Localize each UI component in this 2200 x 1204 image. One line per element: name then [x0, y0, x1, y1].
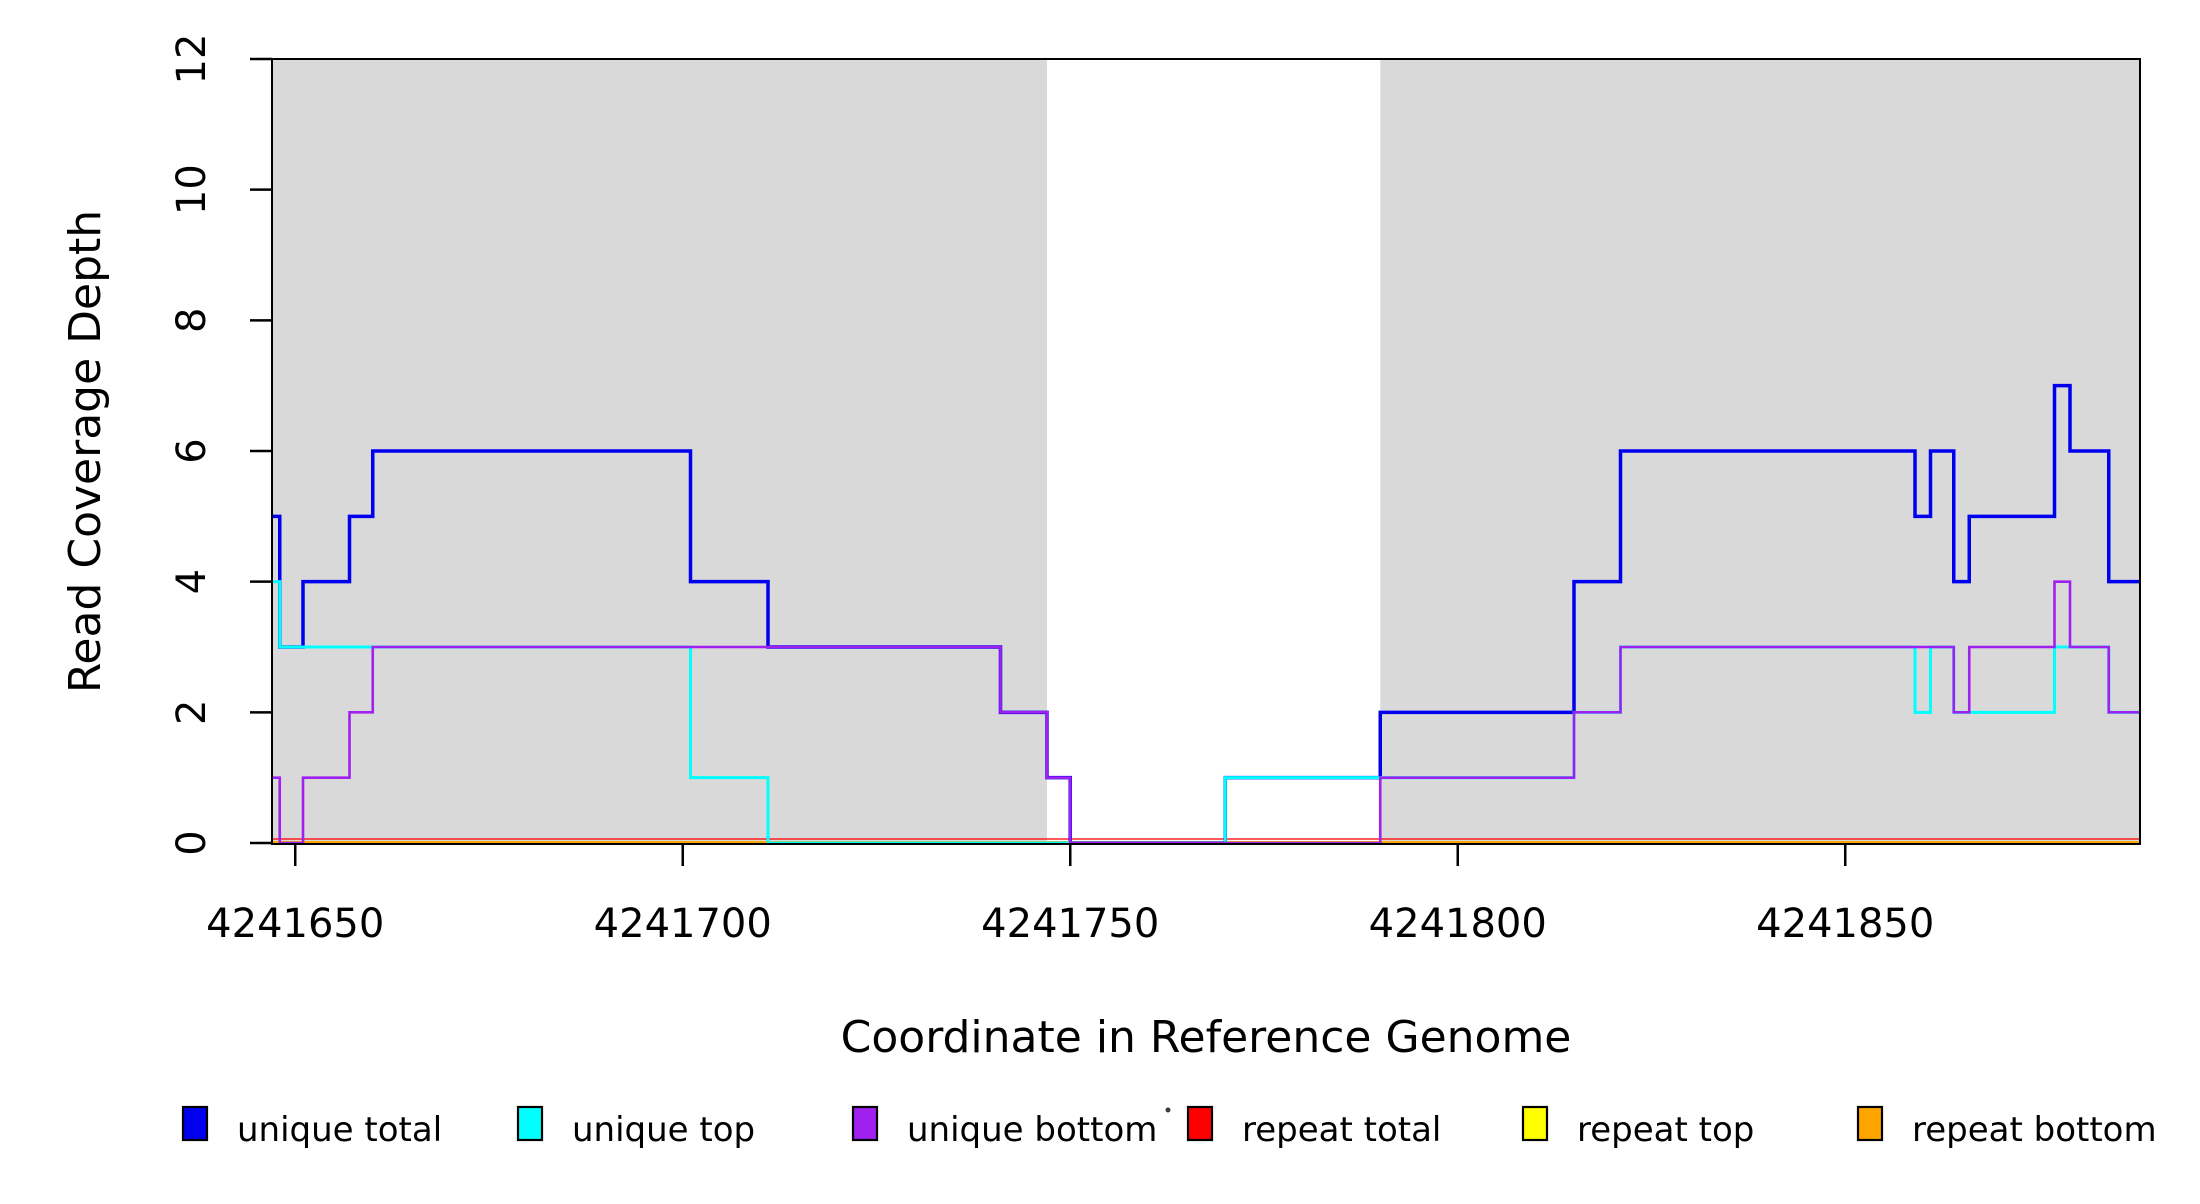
x-axis-tick-label: 4241750 — [981, 901, 1159, 947]
legend-item: repeat top — [1521, 1105, 1754, 1150]
y-axis-tick-label: 6 — [169, 438, 215, 463]
legend-label: repeat bottom — [1912, 1110, 2157, 1150]
x-axis-title: Coordinate in Reference Genome — [841, 1012, 1572, 1063]
legend-swatch-unique-total — [181, 1105, 209, 1142]
legend-label: unique top — [572, 1110, 755, 1150]
legend-item: unique bottom — [851, 1105, 1157, 1150]
legend-swatch-repeat-bottom — [1856, 1105, 1884, 1142]
legend-label: unique total — [237, 1110, 442, 1150]
legend-label: repeat total — [1242, 1110, 1441, 1150]
series-unique-bottom — [272, 580, 2140, 845]
x-axis-tick-label: 4241800 — [1369, 901, 1547, 947]
y-axis-tick-label: 12 — [169, 34, 215, 85]
legend-swatch-unique-bottom — [851, 1105, 879, 1142]
x-axis-tick-label: 4241700 — [594, 901, 772, 947]
legend-swatch-unique-top — [516, 1105, 544, 1142]
y-axis-title: Read Coverage Depth — [60, 210, 111, 693]
legend-item: unique top — [516, 1105, 755, 1150]
legend-item: unique total — [181, 1105, 442, 1150]
y-axis-tick-label: 8 — [169, 308, 215, 333]
x-axis-tick-label: 4241650 — [206, 901, 384, 947]
legend-swatch-repeat-total — [1186, 1105, 1214, 1142]
y-axis-tick-label: 2 — [169, 700, 215, 725]
y-axis-tick-label: 0 — [169, 830, 215, 855]
legend-item: repeat bottom — [1856, 1105, 2157, 1150]
y-axis-tick-label: 4 — [169, 569, 215, 594]
legend-label: repeat top — [1577, 1110, 1754, 1150]
legend-swatch-repeat-top — [1521, 1105, 1549, 1142]
stray-dot — [1165, 1107, 1171, 1113]
x-axis-tick-label: 4241850 — [1756, 901, 1934, 947]
legend-label: unique bottom — [907, 1110, 1157, 1150]
y-axis-tick-label: 10 — [169, 164, 215, 215]
legend-item: repeat total — [1186, 1105, 1441, 1150]
